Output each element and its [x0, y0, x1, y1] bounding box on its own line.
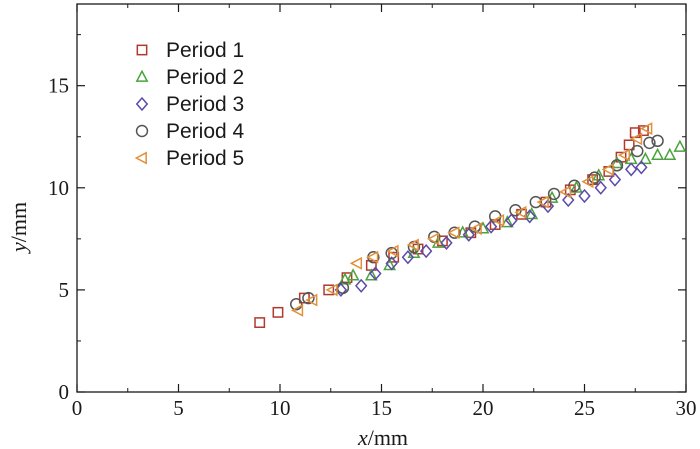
data-point — [290, 303, 304, 317]
y-tick-label: 5 — [59, 278, 70, 302]
data-point — [364, 268, 378, 281]
data-point — [447, 226, 460, 240]
data-point — [254, 317, 266, 328]
series-2 — [338, 139, 687, 285]
data-point — [386, 244, 399, 258]
data-point — [663, 147, 677, 161]
legend-marker — [136, 44, 148, 56]
legend-label: Period 2 — [166, 66, 244, 89]
x-axis-title: x/mm — [357, 425, 408, 449]
data-point — [325, 283, 338, 297]
data-markers — [254, 122, 687, 328]
legend: Period 1 Period 2 Period 3 Period 4 Period 5 — [134, 39, 245, 170]
legend-label: Period 1 — [166, 39, 244, 62]
data-point — [349, 256, 363, 270]
data-point — [366, 250, 379, 264]
data-point — [302, 291, 315, 305]
data-point — [673, 139, 687, 152]
legend-label: Period 5 — [166, 147, 244, 170]
axis-ticks — [76, 4, 687, 393]
data-point — [629, 132, 643, 146]
data-point — [272, 306, 284, 318]
data-point — [640, 122, 653, 136]
y-tick-label: 10 — [48, 176, 69, 200]
data-point — [323, 284, 335, 296]
data-point — [643, 136, 656, 150]
data-point — [592, 168, 606, 181]
plot-border — [76, 3, 687, 393]
x-tick-label: 20 — [473, 396, 494, 420]
data-point — [500, 215, 514, 228]
data-point — [491, 214, 505, 227]
y-tick-label: 0 — [59, 380, 70, 404]
legend-marker — [135, 69, 149, 82]
series-4 — [290, 134, 664, 311]
data-point — [305, 293, 318, 307]
data-point — [594, 180, 607, 195]
data-point — [637, 125, 649, 137]
data-point — [558, 185, 572, 199]
legend-marker — [135, 124, 149, 138]
data-point — [631, 144, 644, 158]
data-point — [608, 172, 622, 187]
data-point — [541, 199, 555, 214]
data-point — [536, 195, 549, 209]
data-point — [624, 151, 638, 165]
data-point — [369, 266, 382, 281]
y-tick-label: 15 — [48, 74, 69, 98]
data-point — [484, 219, 498, 234]
data-point — [469, 222, 482, 236]
data-point — [624, 162, 638, 177]
x-tick-label: 25 — [574, 396, 595, 420]
data-point — [462, 227, 475, 242]
data-point — [406, 238, 419, 252]
data-point — [385, 256, 398, 271]
legend-label: Period 3 — [166, 93, 244, 116]
data-point — [514, 205, 527, 219]
tick-labels: 0 5 10 15 20 25 30 0 5 10 15 — [48, 74, 697, 420]
data-point — [401, 250, 415, 265]
legend-marker — [134, 151, 147, 165]
data-point — [355, 278, 368, 293]
data-point — [635, 160, 648, 175]
data-point — [426, 232, 440, 246]
data-point — [440, 235, 453, 251]
data-point — [346, 268, 360, 281]
x-tick-label: 15 — [371, 396, 392, 420]
legend-marker — [135, 96, 149, 112]
data-point — [547, 187, 561, 201]
data-point — [651, 147, 665, 161]
data-point — [562, 192, 575, 208]
plot-frame — [76, 3, 687, 393]
data-point — [601, 162, 614, 176]
series-5 — [290, 122, 653, 317]
data-point — [638, 151, 652, 165]
x-tick-label: 30 — [676, 396, 697, 420]
data-point — [578, 188, 591, 204]
data-point — [568, 179, 581, 192]
x-tick-label: 5 — [173, 396, 184, 420]
data-point — [651, 134, 664, 148]
x-tick-label: 0 — [72, 396, 83, 420]
data-point — [617, 148, 631, 162]
data-point — [290, 297, 303, 311]
data-point — [419, 243, 433, 259]
data-point — [505, 213, 518, 228]
data-point — [610, 155, 624, 169]
data-point — [525, 207, 539, 220]
legend-label: Period 4 — [166, 120, 245, 143]
y-axis-title: y/mm — [6, 202, 31, 254]
data-point — [581, 175, 594, 189]
data-point — [529, 195, 542, 209]
x-tick-label: 10 — [270, 396, 291, 420]
